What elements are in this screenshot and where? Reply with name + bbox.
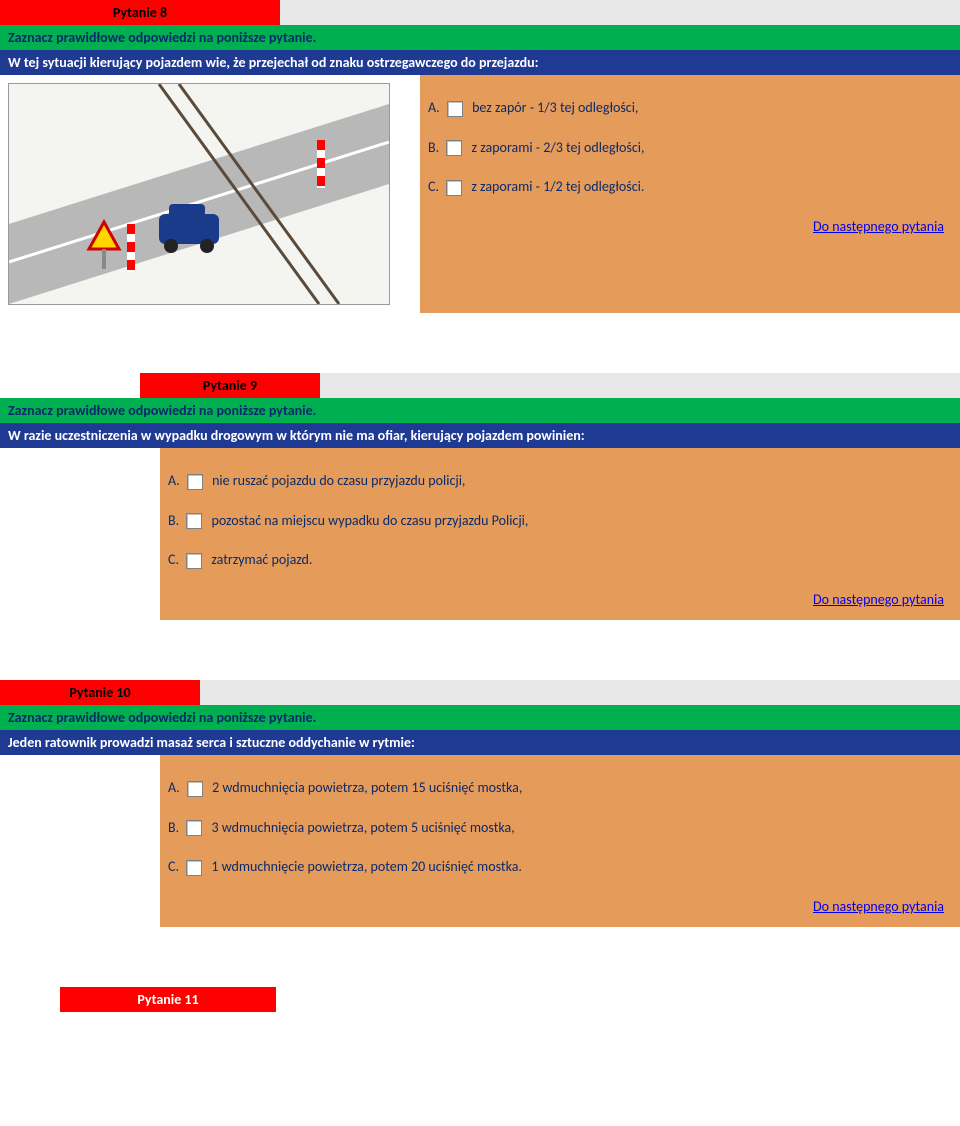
answer-c: C. 1 wdmuchnięcie powietrza, potem 20 uc… — [168, 858, 944, 876]
header-row: Pytanie 8 — [0, 0, 960, 25]
content-row: A. bez zapór - 1/3 tej odległości, B. z … — [0, 75, 960, 313]
answer-b-text: 3 wdmuchnięcia powietrza, potem 5 uciśni… — [212, 819, 515, 836]
question-number: Pytanie 10 — [0, 680, 200, 705]
question-8: Pytanie 8 Zaznacz prawidłowe odpowiedzi … — [0, 0, 960, 313]
answers-cell: A. nie ruszać pojazdu do czasu przyjazdu… — [160, 448, 960, 620]
answer-a-letter: A. — [428, 99, 440, 116]
answer-b-text: pozostać na miejscu wypadku do czasu prz… — [212, 512, 529, 529]
question-10: Pytanie 10 Zaznacz prawidłowe odpowiedzi… — [0, 680, 960, 927]
next-link-row: Do następnego pytania — [168, 591, 944, 608]
answer-c-text: 1 wdmuchnięcie powietrza, potem 20 uciśn… — [211, 858, 522, 875]
answer-c: C. z zaporami - 1/2 tej odległości. — [428, 178, 944, 196]
checkbox-b[interactable] — [186, 513, 202, 529]
question-9: Pytanie 9 Zaznacz prawidłowe odpowiedzi … — [0, 373, 960, 620]
barrier-post-left-icon — [127, 224, 135, 272]
header-row: Pytanie 9 — [0, 373, 960, 398]
answers-cell: A. 2 wdmuchnięcia powietrza, potem 15 uc… — [160, 755, 960, 927]
illustration-cell — [0, 75, 420, 313]
checkbox-b[interactable] — [186, 820, 202, 836]
checkbox-a[interactable] — [447, 101, 463, 117]
question-text: W tej sytuacji kierujący pojazdem wie, ż… — [0, 50, 960, 75]
answer-a: A. bez zapór - 1/3 tej odległości, — [428, 99, 944, 117]
answer-a: A. nie ruszać pojazdu do czasu przyjazdu… — [168, 472, 944, 490]
question-number: Pytanie 11 — [60, 987, 276, 1012]
header-spacer — [320, 373, 960, 398]
header-spacer — [200, 680, 960, 705]
instruction: Zaznacz prawidłowe odpowiedzi na poniższ… — [0, 705, 960, 730]
next-question-link[interactable]: Do następnego pytania — [813, 898, 944, 915]
question-11-header: Pytanie 11 — [60, 987, 960, 1012]
question-text: Jeden ratownik prowadzi masaż serca i sz… — [0, 730, 960, 755]
answer-a-text: bez zapór - 1/3 tej odległości, — [472, 99, 638, 116]
next-question-link[interactable]: Do następnego pytania — [813, 218, 944, 235]
answer-a-text: nie ruszać pojazdu do czasu przyjazdu po… — [212, 472, 465, 489]
answer-a-letter: A. — [168, 472, 180, 489]
header-spacer — [280, 0, 960, 25]
answer-c-letter: C. — [168, 551, 179, 568]
checkbox-b[interactable] — [446, 140, 462, 156]
instruction: Zaznacz prawidłowe odpowiedzi na poniższ… — [0, 25, 960, 50]
instruction: Zaznacz prawidłowe odpowiedzi na poniższ… — [0, 398, 960, 423]
answers-cell: A. bez zapór - 1/3 tej odległości, B. z … — [420, 75, 960, 313]
next-question-link[interactable]: Do następnego pytania — [813, 591, 944, 608]
checkbox-a[interactable] — [187, 474, 203, 490]
answer-b: B. 3 wdmuchnięcia powietrza, potem 5 uci… — [168, 819, 944, 837]
answer-c-text: z zaporami - 1/2 tej odległości. — [471, 178, 644, 195]
answer-b-letter: B. — [168, 512, 179, 529]
checkbox-c[interactable] — [186, 860, 202, 876]
next-link-row: Do następnego pytania — [428, 218, 944, 235]
checkbox-a[interactable] — [187, 781, 203, 797]
answer-b-letter: B. — [428, 139, 439, 156]
answer-b: B. pozostać na miejscu wypadku do czasu … — [168, 512, 944, 530]
answer-b-letter: B. — [168, 819, 179, 836]
question-number: Pytanie 9 — [140, 373, 320, 398]
answer-b-text: z zaporami - 2/3 tej odległości, — [472, 139, 645, 156]
content-row: A. 2 wdmuchnięcia powietrza, potem 15 uc… — [0, 755, 960, 927]
railway-crossing-illustration — [8, 83, 390, 305]
answer-c-letter: C. — [428, 178, 439, 195]
answer-a-letter: A. — [168, 779, 180, 796]
answer-a-text: 2 wdmuchnięcia powietrza, potem 15 uciśn… — [212, 779, 522, 796]
header-row: Pytanie 10 — [0, 680, 960, 705]
left-spacer — [0, 755, 160, 927]
question-number: Pytanie 8 — [0, 0, 280, 25]
question-text: W razie uczestniczenia w wypadku drogowy… — [0, 423, 960, 448]
answer-c-text: zatrzymać pojazd. — [211, 551, 312, 568]
checkbox-c[interactable] — [186, 553, 202, 569]
answer-c: C. zatrzymać pojazd. — [168, 551, 944, 569]
answer-b: B. z zaporami - 2/3 tej odległości, — [428, 139, 944, 157]
illustration-svg — [9, 84, 389, 304]
checkbox-c[interactable] — [446, 180, 462, 196]
content-row: A. nie ruszać pojazdu do czasu przyjazdu… — [0, 448, 960, 620]
left-spacer — [0, 448, 160, 620]
next-link-row: Do następnego pytania — [168, 898, 944, 915]
answer-a: A. 2 wdmuchnięcia powietrza, potem 15 uc… — [168, 779, 944, 797]
barrier-post-right-icon — [317, 140, 325, 188]
answer-c-letter: C. — [168, 858, 179, 875]
